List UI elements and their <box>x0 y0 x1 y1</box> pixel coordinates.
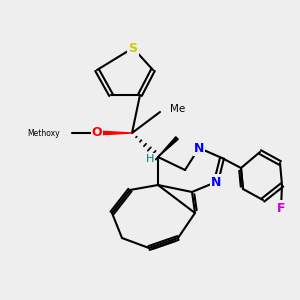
Text: H: H <box>146 154 154 164</box>
Text: N: N <box>211 176 221 188</box>
Text: Methoxy: Methoxy <box>27 128 60 137</box>
Text: F: F <box>277 202 285 214</box>
Text: N: N <box>194 142 204 154</box>
Polygon shape <box>158 137 178 157</box>
Text: O: O <box>92 127 102 140</box>
Text: Me: Me <box>170 104 185 114</box>
Polygon shape <box>97 131 132 135</box>
Text: S: S <box>128 41 137 55</box>
